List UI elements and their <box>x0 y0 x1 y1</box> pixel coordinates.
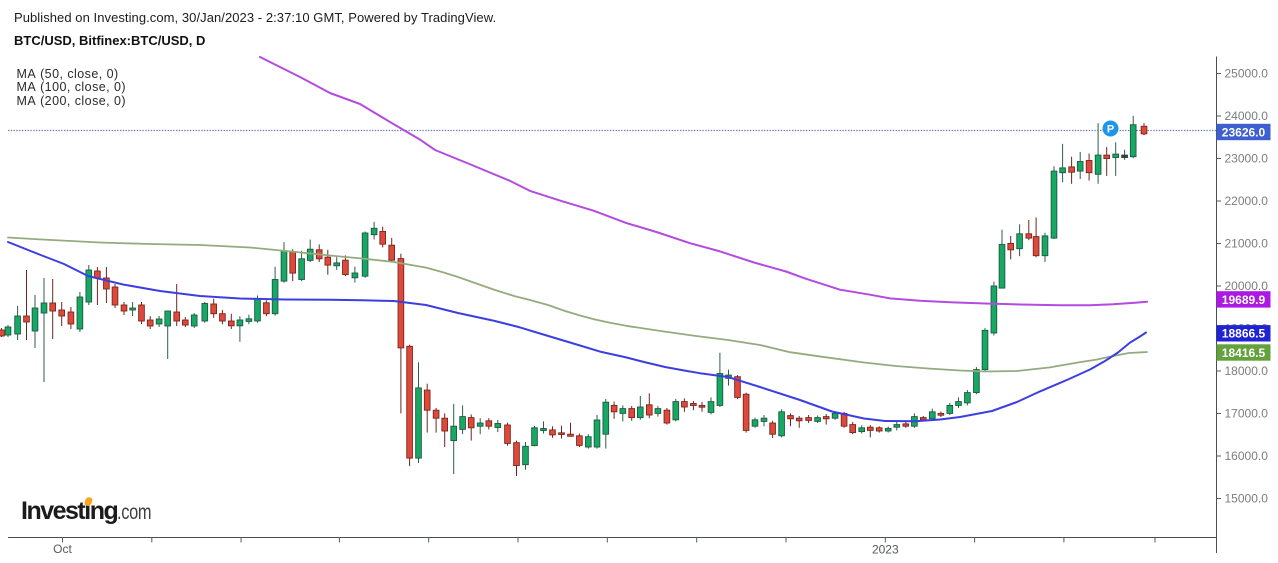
svg-text:23626.0: 23626.0 <box>1222 125 1266 139</box>
svg-text:15000.0: 15000.0 <box>1225 492 1269 506</box>
svg-text:23000.0: 23000.0 <box>1225 152 1269 166</box>
svg-text:25000.0: 25000.0 <box>1225 67 1269 81</box>
svg-text:18416.5: 18416.5 <box>1222 346 1266 360</box>
svg-text:16000.0: 16000.0 <box>1225 449 1269 463</box>
svg-text:18000.0: 18000.0 <box>1225 364 1269 378</box>
svg-text:22000.0: 22000.0 <box>1225 194 1269 208</box>
svg-text:2023: 2023 <box>872 543 899 557</box>
svg-text:19689.9: 19689.9 <box>1222 293 1266 307</box>
svg-text:24000.0: 24000.0 <box>1225 109 1269 123</box>
svg-text:18866.5: 18866.5 <box>1222 327 1266 341</box>
svg-text:21000.0: 21000.0 <box>1225 237 1269 251</box>
svg-text:17000.0: 17000.0 <box>1225 407 1269 421</box>
svg-text:Oct: Oct <box>53 542 72 556</box>
svg-text:20000.0: 20000.0 <box>1225 279 1269 293</box>
svg-text:P: P <box>1107 124 1114 136</box>
